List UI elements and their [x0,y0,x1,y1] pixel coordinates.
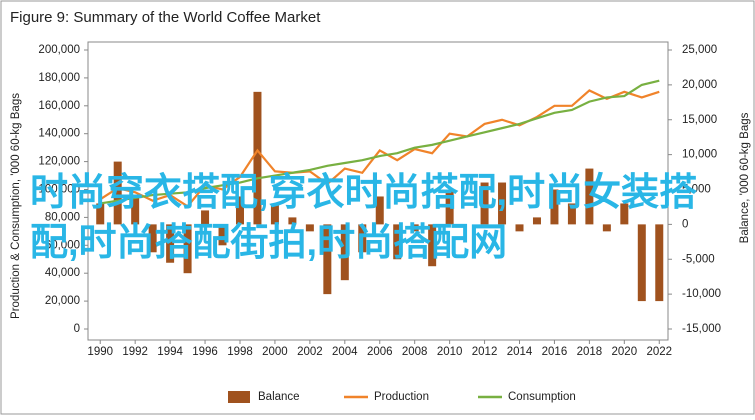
y2-tick-label: 0 [682,218,688,230]
x-tick-label: 1996 [192,346,218,358]
y2-tick-label: 5,000 [682,184,711,196]
balance-bar [148,224,157,253]
balance-bar [637,224,646,302]
balance-bar [288,217,297,225]
y2-tick-label: 15,000 [682,114,717,126]
x-tick-label: 1998 [227,346,253,358]
y-axis-label: Production & Consumption, '000 60-kg Bag… [10,93,22,319]
y-tick-label: 200,000 [38,44,80,56]
y2-tick-label: 10,000 [682,149,717,161]
x-tick-label: 2010 [437,346,463,358]
y-tick-label: 160,000 [38,100,80,112]
balance-bar [358,224,367,253]
plot-frame [87,41,669,341]
y2-tick-label: 20,000 [682,79,717,91]
balance-bar [201,210,210,225]
balance-bar [96,203,105,225]
legend-label: Balance [258,391,300,403]
balance-bar [480,182,489,225]
balance-bar [393,224,402,260]
balance-bar [235,196,244,225]
chart-title: Figure 9: Summary of the World Coffee Ma… [10,9,321,26]
y-tick-label: 60,000 [45,239,80,251]
balance-bar [253,91,262,225]
y2-tick-label: -15,000 [682,323,721,335]
balance-bar [340,224,349,281]
x-tick-label: 2020 [612,346,638,358]
legend-label: Production [374,391,429,403]
y-tick-label: 0 [74,323,80,335]
x-tick-label: 2000 [262,346,288,358]
balance-bar [410,224,419,232]
y-tick-label: 100,000 [38,184,80,196]
y-tick-label: 180,000 [38,72,80,84]
x-tick-label: 2016 [542,346,568,358]
x-tick-label: 2008 [402,346,428,358]
y2-axis-label: Balance, '000 60-kg Bags [739,112,751,243]
x-tick-label: 1992 [122,346,148,358]
y-tick-label: 120,000 [38,156,80,168]
balance-bar [620,203,629,225]
balance-bar [131,196,140,225]
x-tick-label: 2006 [367,346,393,358]
y-tick-label: 140,000 [38,128,80,140]
balance-bar [445,189,454,225]
x-tick-label: 2022 [646,346,672,358]
legend-swatch [228,391,250,403]
balance-bar [323,224,332,295]
y-tick-label: 40,000 [45,267,80,279]
x-tick-label: 2014 [507,346,533,358]
balance-bar [515,224,524,232]
x-tick-label: 2012 [472,346,498,358]
balance-bar [305,224,314,232]
y-tick-label: 80,000 [45,211,80,223]
y2-tick-label: -5,000 [682,253,715,265]
balance-bar [655,224,664,302]
balance-bar [183,224,192,274]
balance-bar [602,224,611,232]
balance-bar [113,161,122,225]
balance-bar [166,224,175,263]
balance-bar [567,203,576,225]
y-tick-label: 20,000 [45,295,80,307]
balance-bar [498,182,507,225]
series-line [99,89,660,208]
balance-bar [270,203,279,225]
balance-bar [428,224,437,267]
balance-bar [550,189,559,225]
balance-bar [532,217,541,225]
x-tick-label: 2018 [577,346,603,358]
y2-tick-label: 25,000 [682,44,717,56]
legend-label: Consumption [508,391,576,403]
series-line [100,79,660,205]
x-tick-label: 1990 [87,346,113,358]
x-tick-label: 1994 [157,346,183,358]
y2-tick-label: -10,000 [682,288,721,300]
x-tick-label: 2004 [332,346,358,358]
balance-bar [375,196,384,225]
x-tick-label: 2002 [297,346,323,358]
balance-bar [218,224,227,246]
balance-bar [585,168,594,225]
